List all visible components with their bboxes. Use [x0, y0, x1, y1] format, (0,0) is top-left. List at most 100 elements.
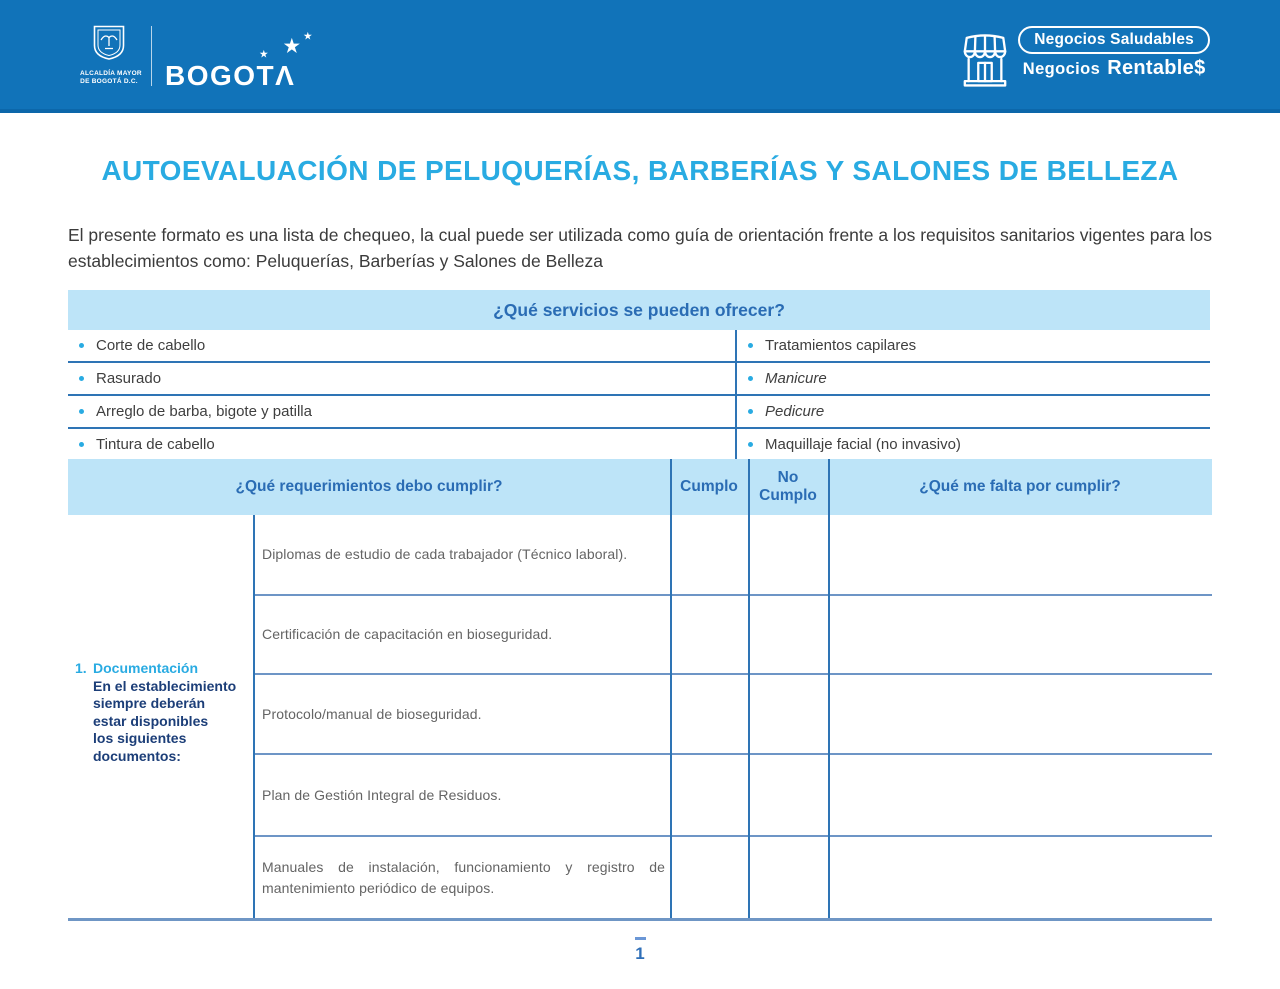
- bullet-icon: [748, 442, 753, 447]
- table-row: Certificación de capacitación en biosegu…: [253, 596, 1212, 675]
- service-item-label: Pedicure: [765, 403, 825, 420]
- storefront-icon: [963, 34, 1007, 87]
- not-comply-cell: [748, 515, 828, 594]
- not-comply-cell: [748, 596, 828, 673]
- service-item-left: Corte de cabello: [68, 330, 735, 361]
- comply-cell: [670, 596, 748, 673]
- bullet-icon: [79, 343, 84, 348]
- requirements-table-header: ¿Qué requerimientos debo cumplir? Cumplo…: [68, 459, 1212, 515]
- column-divider: [748, 459, 750, 918]
- page-number-dash: [634, 937, 646, 940]
- services-rows: Corte de cabello Tratamientos capilares Ra…: [68, 330, 1210, 462]
- requirement-text: Plan de Gestión Integral de Residuos.: [262, 786, 502, 803]
- bullet-icon: [748, 376, 753, 381]
- bogota-coat-of-arms-icon: [93, 25, 125, 60]
- table-row: Plan de Gestión Integral de Residuos.: [253, 755, 1212, 837]
- category-title: 1. Documentación: [68, 660, 253, 678]
- star-icon: ★: [283, 36, 302, 56]
- column-divider: [670, 459, 672, 918]
- service-row: Corte de cabello Tratamientos capilares: [68, 330, 1210, 363]
- service-item-label: Tratamientos capilares: [765, 337, 917, 354]
- category-description-line: los siguientes: [93, 730, 187, 746]
- service-item-right: Tratamientos capilares: [735, 330, 1210, 361]
- table-row: Manuales de instalación, funcionamiento …: [253, 837, 1212, 918]
- category-number: 1.: [75, 660, 87, 676]
- service-item-label: Arreglo de barba, bigote y patilla: [96, 403, 312, 420]
- service-item-right: Pedicure: [735, 396, 1210, 427]
- service-item-left: Arreglo de barba, bigote y patilla: [68, 396, 735, 427]
- comply-cell: [670, 755, 748, 835]
- alcaldia-caption-line1: ALCALDÍA MAYOR: [80, 70, 142, 77]
- service-item-left: Tintura de cabello: [68, 429, 735, 460]
- col-header-comply: Cumplo: [680, 478, 738, 495]
- header-bar: ALCALDÍA MAYOR DE BOGOTÁ D.C. BOGOTΛ ★ ★…: [0, 0, 1280, 113]
- missing-cell: [828, 837, 1212, 918]
- page-number: 1: [635, 944, 645, 963]
- service-item-left: Rasurado: [68, 363, 735, 394]
- service-item-right: Manicure: [735, 363, 1210, 394]
- requirement-cell: Protocolo/manual de bioseguridad.: [253, 675, 670, 753]
- service-item-right: Maquillaje facial (no invasivo): [735, 429, 1210, 460]
- missing-cell: [828, 755, 1212, 835]
- service-item-label: Maquillaje facial (no invasivo): [765, 436, 961, 453]
- col-header-missing: ¿Qué me falta por cumplir?: [919, 478, 1121, 495]
- negocios-saludables-badge: Negocios Saludables: [1018, 26, 1210, 54]
- negocios-rentables-label: Negocios Rentable$: [1022, 57, 1206, 79]
- bogota-wordmark-peak: Λ: [275, 60, 296, 91]
- service-row: Rasurado Manicure: [68, 363, 1210, 396]
- alcaldia-caption-line2: DE BOGOTÁ D.C.: [80, 78, 138, 85]
- intro-paragraph: El presente formato es una lista de cheq…: [68, 225, 1213, 271]
- logo-divider: [151, 26, 152, 86]
- not-comply-cell: [748, 837, 828, 918]
- column-divider: [828, 459, 830, 918]
- requirement-text: Protocolo/manual de bioseguridad.: [262, 705, 482, 722]
- requirements-table: ¿Qué requerimientos debo cumplir? Cumplo…: [68, 459, 1212, 921]
- comply-cell: [670, 675, 748, 753]
- service-item-label: Tintura de cabello: [96, 436, 215, 453]
- requirement-cell: Diplomas de estudio de cada trabajador (…: [253, 515, 670, 594]
- requirement-cell: Certificación de capacitación en biosegu…: [253, 596, 670, 673]
- category-description-line: estar disponibles: [93, 712, 209, 729]
- requirement-rows: Diplomas de estudio de cada trabajador (…: [253, 515, 1212, 918]
- category-description-line: En el establecimiento: [93, 677, 237, 694]
- bullet-icon: [79, 409, 84, 414]
- page-footer: 1: [0, 937, 1280, 962]
- category-description-line: siempre deberán: [93, 695, 206, 711]
- bullet-icon: [748, 409, 753, 414]
- bogota-logo: ALCALDÍA MAYOR DE BOGOTÁ D.C. BOGOTΛ ★ ★…: [80, 24, 312, 91]
- service-item-label: Rasurado: [96, 370, 162, 387]
- bullet-icon: [748, 343, 753, 348]
- star-icon: ★: [303, 31, 314, 41]
- requirement-cell: Plan de Gestión Integral de Residuos.: [253, 755, 670, 835]
- category-documentacion: 1. Documentación En el establecimiento si…: [68, 515, 253, 918]
- table-row: Protocolo/manual de bioseguridad.: [253, 675, 1212, 755]
- missing-cell: [828, 515, 1212, 594]
- requirement-text: Certificación de capacitación en biosegu…: [262, 626, 553, 642]
- service-item-label: Corte de cabello: [96, 337, 206, 354]
- category-divider: [253, 515, 255, 918]
- table-row: Diplomas de estudio de cada trabajador (…: [253, 515, 1212, 596]
- services-table: ¿Qué servicios se pueden ofrecer? Corte …: [68, 290, 1210, 462]
- requirements-table-body: 1. Documentación En el establecimiento si…: [68, 515, 1212, 918]
- missing-cell: [828, 596, 1212, 673]
- missing-cell: [828, 675, 1212, 753]
- requirement-text: Manuales de instalación, funcionamiento …: [262, 858, 665, 896]
- requirement-text: Diplomas de estudio de cada trabajador (…: [262, 546, 628, 562]
- requirement-cell: Manuales de instalación, funcionamiento …: [253, 837, 670, 918]
- star-icon: ★: [259, 49, 270, 59]
- service-item-label: Manicure: [765, 370, 827, 387]
- bogota-wordmark-text: BOGOT: [165, 60, 276, 91]
- category-description: En el establecimiento siempre deberán esta…: [68, 678, 253, 766]
- comply-cell: [670, 837, 748, 918]
- page-title: AUTOEVALUACIÓN DE PELUQUERÍAS, BARBERÍAS…: [101, 155, 1179, 186]
- services-table-header: ¿Qué servicios se pueden ofrecer?: [68, 290, 1210, 330]
- category-description-line: documentos:: [93, 747, 181, 764]
- col-header-requirements: ¿Qué requerimientos debo cumplir?: [235, 478, 503, 495]
- negocios-logo: Negocios Saludables Negocios Rentable$: [960, 26, 1210, 89]
- alcaldia-crest: ALCALDÍA MAYOR DE BOGOTÁ D.C.: [80, 24, 142, 86]
- bullet-icon: [79, 376, 84, 381]
- not-comply-cell: [748, 675, 828, 753]
- service-row: Tintura de cabello Maquillaje facial (no …: [68, 429, 1210, 462]
- bullet-icon: [79, 442, 84, 447]
